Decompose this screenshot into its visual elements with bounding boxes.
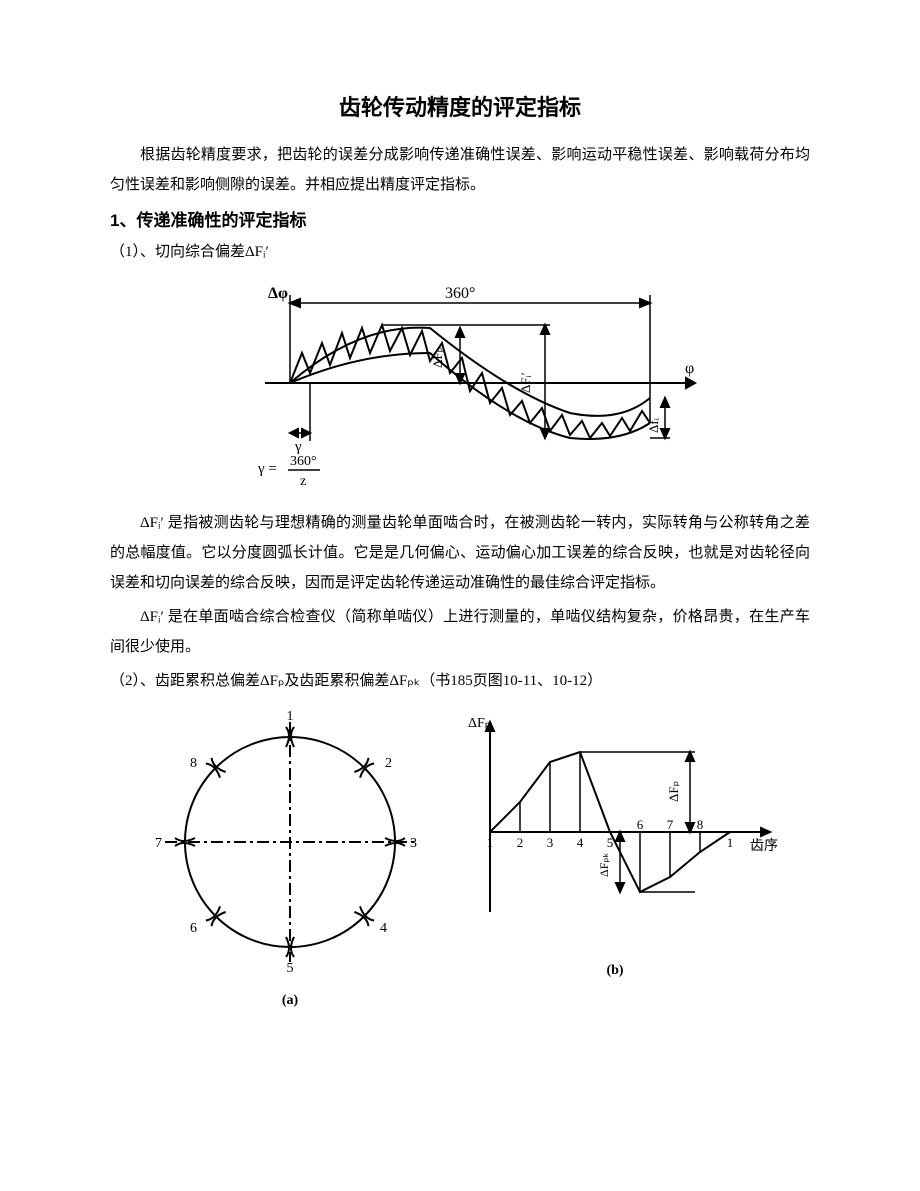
svg-text:6: 6 — [637, 817, 644, 832]
item-1-para-1: ΔFᵢ′ 是指被测齿轮与理想精确的测量齿轮单面啮合时，在被测齿轮一转内，实际转角… — [110, 508, 810, 598]
svg-text:2: 2 — [385, 756, 392, 771]
svg-text:3: 3 — [410, 836, 417, 851]
svg-text:γ: γ — [294, 439, 302, 455]
svg-text:6: 6 — [190, 921, 197, 936]
figure-2: 1 2 3 4 5 6 7 8 (a) — [110, 702, 810, 1009]
figure-2a-wrap: 1 2 3 4 5 6 7 8 (a) — [140, 702, 440, 1009]
figure-2b-wrap: ΔFₚ 齿序 — [450, 702, 780, 979]
svg-text:4: 4 — [577, 835, 584, 850]
svg-text:1: 1 — [727, 835, 734, 850]
svg-text:γ =: γ = — [257, 461, 277, 477]
page-title: 齿轮传动精度的评定指标 — [110, 90, 810, 122]
svg-text:5: 5 — [287, 961, 294, 976]
figure-1-svg: Δφ 360° φ γ — [210, 273, 710, 493]
figure-2a-caption: (a) — [282, 993, 298, 1008]
svg-text:8: 8 — [697, 817, 704, 832]
svg-text:360°: 360° — [445, 285, 475, 302]
svg-text:4: 4 — [380, 921, 387, 936]
item-1-label: （1）、切向综合偏差ΔFᵢ′ — [110, 237, 810, 267]
svg-text:7: 7 — [155, 836, 162, 851]
svg-text:φ: φ — [685, 360, 694, 377]
intro-paragraph: 根据齿轮精度要求，把齿轮的误差分成影响传递准确性误差、影响运动平稳性误差、影响载… — [110, 140, 810, 200]
figure-2a-svg: 1 2 3 4 5 6 7 8 — [140, 702, 440, 982]
page: 齿轮传动精度的评定指标 根据齿轮精度要求，把齿轮的误差分成影响传递准确性误差、影… — [0, 0, 920, 1191]
svg-text:2: 2 — [517, 835, 524, 850]
svg-text:ΔFₚ: ΔFₚ — [666, 781, 681, 802]
figure-2b-svg: ΔFₚ 齿序 — [450, 702, 780, 952]
svg-text:8: 8 — [190, 756, 197, 771]
item-1-para-2: ΔFᵢ′ 是在单面啮合综合检查仪（简称单啮仪）上进行测量的，单啮仪结构复杂，价格… — [110, 602, 810, 662]
figure-1: Δφ 360° φ γ — [110, 273, 810, 498]
section-1-heading: 1、传递准确性的评定指标 — [110, 206, 810, 231]
svg-text:ΔFₚ: ΔFₚ — [430, 347, 445, 368]
svg-text:ΔFₚ: ΔFₚ — [468, 716, 491, 731]
svg-text:z: z — [300, 474, 306, 489]
svg-text:5: 5 — [607, 835, 614, 850]
svg-text:360°: 360° — [290, 454, 317, 469]
svg-text:齿序: 齿序 — [750, 838, 778, 854]
svg-text:3: 3 — [547, 835, 554, 850]
svg-text:Δfᵢ: Δfᵢ — [646, 417, 661, 433]
svg-text:Δφ: Δφ — [268, 285, 288, 302]
item-2-label: （2）、齿距累积总偏差ΔFₚ及齿距累积偏差ΔFₚₖ（书185页图10-11、10… — [110, 666, 810, 696]
svg-text:ΔFᵢ′: ΔFᵢ′ — [518, 372, 533, 393]
svg-text:1: 1 — [487, 835, 494, 850]
svg-text:ΔFₚₖ: ΔFₚₖ — [597, 852, 611, 877]
svg-text:1: 1 — [287, 709, 294, 724]
svg-text:7: 7 — [667, 817, 674, 832]
figure-2b-caption: (b) — [606, 963, 623, 978]
